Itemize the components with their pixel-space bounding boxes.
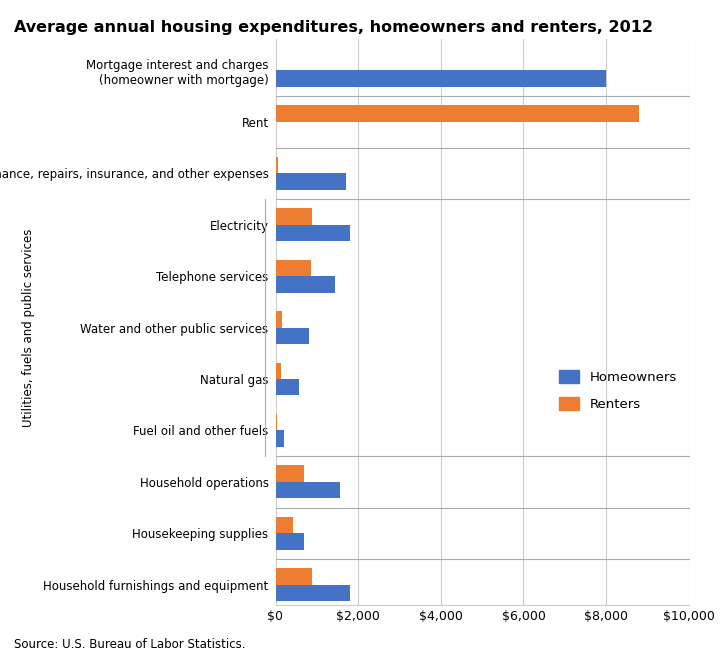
Bar [276, 379, 299, 395]
Bar [276, 482, 339, 498]
Bar [276, 363, 281, 379]
Bar [276, 224, 350, 241]
Bar [276, 208, 312, 224]
Bar [276, 534, 304, 550]
Legend: Homeowners, Renters: Homeowners, Renters [554, 365, 682, 417]
Bar [276, 517, 293, 534]
Bar [276, 414, 277, 430]
Bar [276, 276, 336, 293]
Bar [276, 569, 312, 585]
Bar [276, 70, 606, 87]
Bar [276, 105, 639, 122]
Bar [276, 173, 346, 190]
Bar [276, 328, 309, 344]
Text: Utilities, fuels and public services: Utilities, fuels and public services [22, 228, 36, 427]
Bar [276, 465, 304, 482]
Text: Average annual housing expenditures, homeowners and renters, 2012: Average annual housing expenditures, hom… [14, 20, 653, 35]
Bar [276, 585, 350, 601]
Bar [276, 260, 312, 276]
Text: Source: U.S. Bureau of Labor Statistics.: Source: U.S. Bureau of Labor Statistics. [14, 638, 246, 651]
Bar [276, 311, 282, 328]
Bar [276, 157, 278, 173]
Bar [276, 430, 283, 447]
